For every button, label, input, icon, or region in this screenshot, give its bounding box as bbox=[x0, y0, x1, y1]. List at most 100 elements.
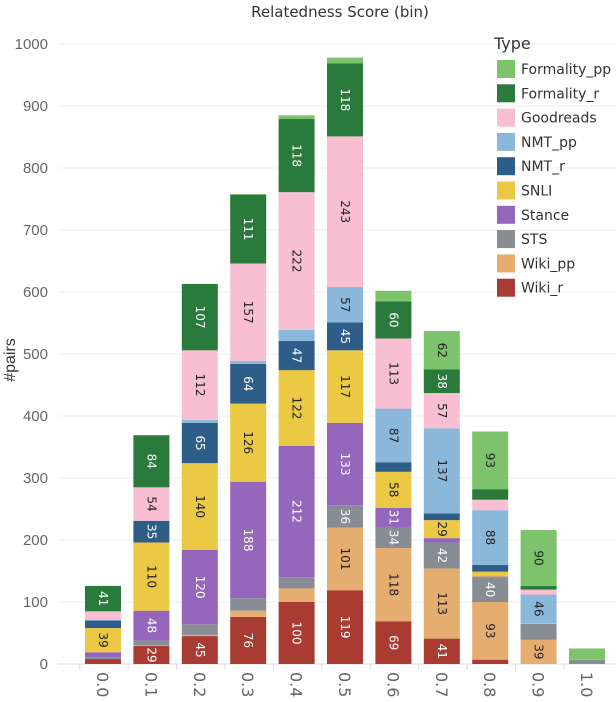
data-label: 188 bbox=[241, 529, 255, 552]
bar-segment bbox=[375, 526, 412, 549]
data-label: 157 bbox=[241, 301, 255, 324]
legend-label: Formality_r bbox=[521, 86, 599, 102]
bar-segment bbox=[278, 445, 315, 578]
data-label: 118 bbox=[386, 573, 400, 596]
y-tick-label: 0 bbox=[40, 656, 48, 673]
legend: Type Formality_pp Formality_r Goodreads NMT… bbox=[493, 34, 611, 297]
bar-segment bbox=[423, 542, 460, 569]
legend-swatch bbox=[497, 108, 515, 127]
legend-label: Wiki_r bbox=[521, 281, 563, 297]
x-tick-label: 0.9 bbox=[529, 672, 548, 697]
bar-segment bbox=[85, 652, 121, 658]
bar-segment bbox=[230, 403, 267, 482]
bar-segment bbox=[181, 422, 218, 464]
bar-segment bbox=[327, 350, 363, 423]
legend-item: Wiki_r bbox=[497, 278, 563, 297]
legend-item: SNLI bbox=[497, 181, 552, 200]
bar-segment bbox=[230, 481, 267, 599]
data-label: 118 bbox=[290, 144, 304, 167]
data-label: 36 bbox=[338, 509, 352, 524]
data-label: 84 bbox=[144, 454, 158, 469]
data-label: 42 bbox=[435, 548, 449, 563]
bar-segment bbox=[472, 510, 509, 565]
bar-segment bbox=[375, 548, 412, 622]
bar-segment bbox=[181, 283, 218, 351]
x-tick-label: 0.7 bbox=[432, 672, 451, 697]
y-tick-label: 800 bbox=[23, 160, 48, 177]
data-label: 35 bbox=[144, 524, 158, 539]
data-label: 88 bbox=[483, 530, 497, 545]
data-label: 222 bbox=[290, 250, 304, 273]
data-label: 62 bbox=[435, 343, 449, 358]
x-tick-label: 0.1 bbox=[141, 672, 160, 697]
bar-segment bbox=[181, 634, 218, 637]
bar-segment bbox=[181, 549, 218, 625]
y-axis-ticks: 0 100 200 300 400 500 600 700 800 900 1000 bbox=[15, 36, 48, 673]
data-label: 45 bbox=[338, 329, 352, 344]
bar-stack: 39 46 90 bbox=[520, 530, 557, 664]
bar-segment bbox=[520, 589, 557, 595]
data-label: 41 bbox=[96, 591, 110, 606]
legend-swatch bbox=[497, 254, 515, 273]
bar-segment bbox=[569, 659, 605, 664]
bar-segment bbox=[375, 507, 412, 527]
bar-segment bbox=[423, 369, 460, 394]
legend-label: NMT_r bbox=[521, 159, 565, 175]
x-tick-label: 0.8 bbox=[480, 672, 499, 697]
x-tick-label: 0.4 bbox=[287, 672, 306, 697]
data-label: 45 bbox=[193, 642, 207, 657]
legend-swatch bbox=[497, 132, 515, 151]
legend-swatch bbox=[497, 181, 515, 200]
bar-segment bbox=[472, 431, 509, 490]
bar-segment bbox=[181, 419, 218, 423]
data-label: 112 bbox=[193, 374, 207, 397]
legend-item: Formality_pp bbox=[497, 60, 611, 78]
bar-segment bbox=[85, 620, 121, 629]
chart-title: Relatedness Score (bin) bbox=[251, 3, 429, 21]
y-tick-label: 900 bbox=[23, 98, 48, 115]
data-label: 31 bbox=[386, 510, 400, 525]
data-label: 212 bbox=[290, 500, 304, 523]
bar-segment bbox=[230, 616, 267, 664]
data-label: 133 bbox=[338, 453, 352, 476]
data-label: 93 bbox=[483, 453, 497, 468]
bar-segment bbox=[230, 194, 267, 195]
y-tick-label: 700 bbox=[23, 222, 48, 239]
bar-segment bbox=[278, 115, 315, 120]
bar-stack: 29 48 110 35 54 84 bbox=[133, 435, 170, 664]
data-label: 64 bbox=[241, 376, 255, 391]
bar-segment bbox=[472, 602, 509, 660]
bar-segment bbox=[133, 542, 170, 611]
bar-stack: 39 41 bbox=[85, 585, 121, 664]
data-label: 58 bbox=[386, 482, 400, 497]
legend-item: Goodreads bbox=[497, 108, 597, 127]
bar-stack: 41 113 42 29 137 57 38 62 bbox=[423, 331, 460, 664]
bar-segment bbox=[375, 408, 412, 463]
bar-segment bbox=[375, 462, 412, 472]
data-label: 113 bbox=[386, 362, 400, 385]
bar-segment bbox=[230, 194, 267, 264]
bar-stack: 45 120 140 65 112 107 bbox=[181, 283, 218, 664]
legend-item: Formality_r bbox=[497, 84, 599, 103]
bar-segment bbox=[375, 301, 412, 339]
bar-segment bbox=[423, 638, 460, 664]
bar-segment bbox=[133, 520, 170, 543]
legend-item: Stance bbox=[497, 205, 569, 224]
x-tick-label: 0.0 bbox=[93, 672, 112, 697]
bar-segment bbox=[181, 624, 218, 635]
legend-item: NMT_pp bbox=[497, 132, 577, 151]
legend-label: Formality_pp bbox=[521, 62, 611, 78]
bar-segment bbox=[327, 322, 363, 351]
bar-segment bbox=[472, 489, 509, 500]
legend-label: Goodreads bbox=[521, 111, 597, 127]
bar-segment bbox=[85, 659, 121, 664]
data-label: 100 bbox=[290, 622, 304, 645]
data-label: 117 bbox=[338, 375, 352, 398]
data-label: 47 bbox=[290, 348, 304, 363]
data-label: 113 bbox=[435, 592, 449, 615]
data-label: 54 bbox=[144, 496, 158, 511]
y-tick-label: 500 bbox=[23, 346, 48, 363]
bar-segment bbox=[472, 499, 509, 511]
y-tick-label: 300 bbox=[23, 470, 48, 487]
bar-segment bbox=[230, 598, 267, 611]
